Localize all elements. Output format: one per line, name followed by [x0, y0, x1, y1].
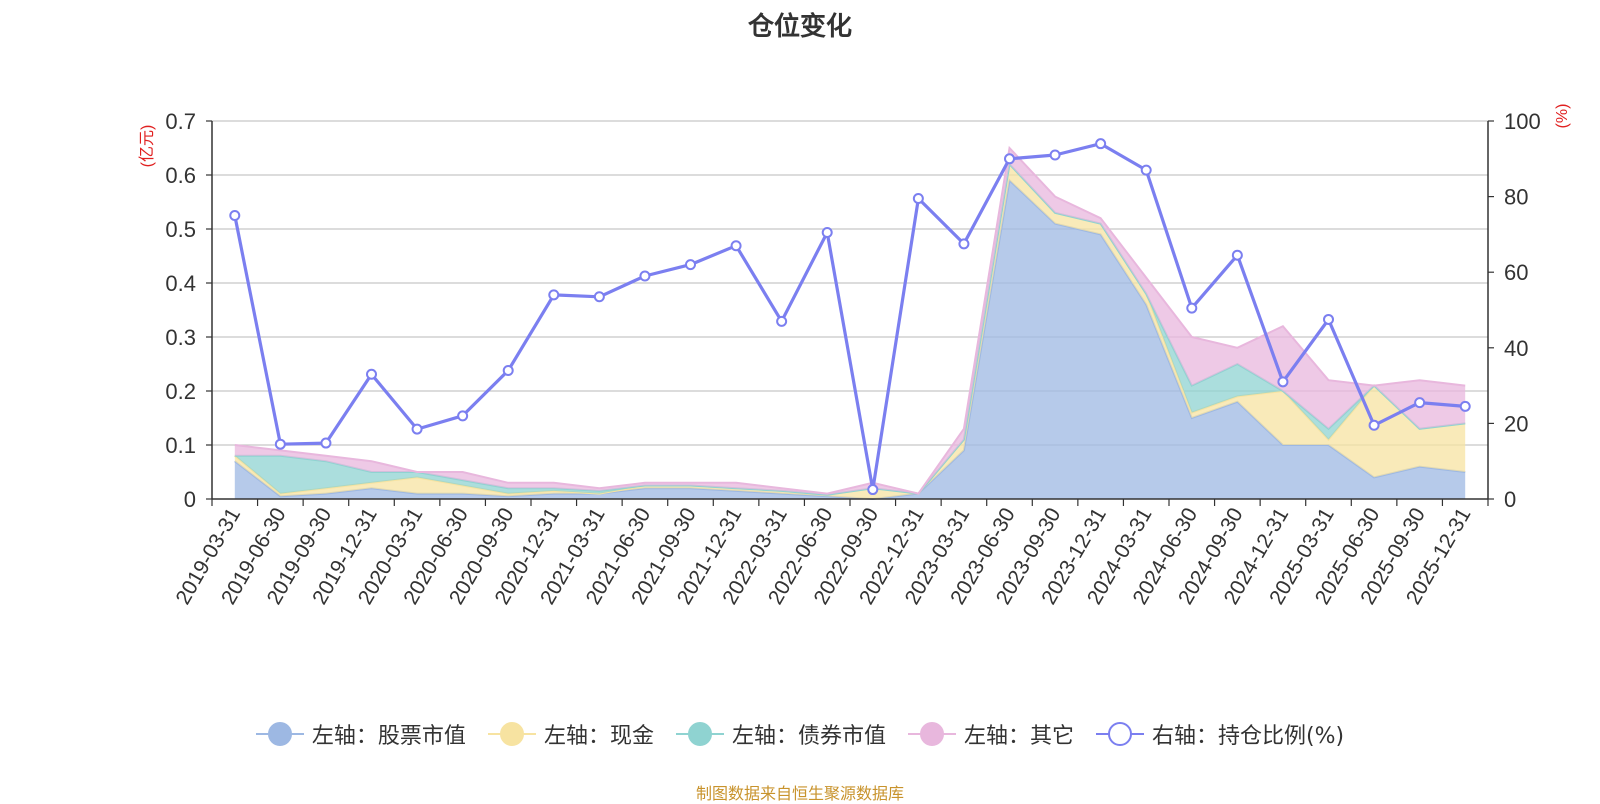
ratio-point	[912, 192, 924, 204]
ratio-point	[366, 368, 377, 380]
ratio-point	[1049, 149, 1061, 161]
ratio-point	[1459, 400, 1471, 412]
left-tick-label: 0.2	[165, 379, 196, 404]
left-tick-label: 0.3	[165, 325, 196, 350]
legend-circle	[1107, 722, 1132, 746]
area-edge-3	[234, 145, 1466, 495]
ratio-point	[639, 270, 651, 282]
ratio-point	[1231, 249, 1243, 261]
stacked-areas	[234, 145, 1466, 501]
left-tick-label: 0.6	[165, 163, 196, 188]
legend-label: 右轴：持仓比例(%)	[1151, 724, 1345, 749]
legend-label: 左轴：股票市值	[311, 724, 466, 749]
left-tick-label: 0	[184, 487, 196, 512]
ratio-point	[1186, 302, 1198, 314]
ratio-point	[1368, 419, 1380, 431]
legend-circle	[919, 722, 944, 746]
right-tick-label: 60	[1504, 260, 1528, 285]
left-tick-label: 0.5	[165, 217, 196, 242]
legend-marker-icon	[1095, 722, 1144, 746]
ratio-point	[730, 240, 742, 252]
ratio-point	[685, 259, 696, 271]
ratio-point	[320, 437, 332, 449]
left-tick-label: 0.1	[165, 433, 196, 458]
legend-label: 左轴：其它	[963, 724, 1074, 749]
legend-marker-icon	[255, 722, 304, 746]
left-tick-label: 0.7	[165, 109, 196, 134]
right-axis-unit: (%)	[1554, 104, 1571, 129]
ratio-line-path	[233, 142, 1466, 492]
ratio-point	[274, 438, 286, 450]
ratio-point	[1414, 397, 1426, 409]
legend-marker-icon	[675, 722, 724, 746]
legend-item-1[interactable]: 左轴：现金	[487, 718, 654, 750]
grid-lines	[212, 120, 1488, 446]
ratio-point	[1004, 153, 1015, 165]
right-tick-label: 0	[1504, 487, 1516, 512]
ratio-point	[958, 238, 970, 250]
legend-label: 左轴：债券市值	[731, 724, 886, 749]
left-tick-label: 0.4	[165, 271, 196, 296]
legend-circle	[267, 722, 292, 746]
legend-marker-icon	[907, 722, 956, 746]
legend: 左轴：股票市值 左轴：现金 左轴：债券市值 左轴：其它 右轴：持仓比例(%)	[0, 718, 1600, 750]
right-tick-label: 80	[1504, 185, 1528, 210]
area-series-0	[234, 180, 1466, 499]
legend-circle	[687, 722, 712, 746]
ratio-point	[457, 410, 469, 422]
legend-item-0[interactable]: 左轴：股票市值	[255, 718, 466, 750]
source-note: 制图数据来自恒生聚源数据库	[695, 784, 904, 803]
right-tick-label: 20	[1504, 411, 1528, 436]
legend-item-3[interactable]: 左轴：其它	[907, 718, 1074, 750]
right-tick-label: 100	[1504, 109, 1541, 134]
ratio-point	[1323, 313, 1334, 325]
ratio-point	[1095, 138, 1107, 150]
ratio-point	[821, 227, 833, 239]
position-chart: 00.10.20.30.40.50.60.70204060801002019-0…	[138, 104, 1571, 609]
ratio-point	[1277, 376, 1289, 388]
ratio-point	[593, 291, 605, 303]
ratio-point	[1140, 164, 1152, 176]
ratio-point	[229, 210, 241, 221]
ratio-point	[548, 289, 560, 301]
ratio-point	[502, 364, 514, 376]
axes: 00.10.20.30.40.50.60.70204060801002019-0…	[165, 109, 1540, 609]
legend-label: 左轴：现金	[543, 724, 654, 749]
legend-circle	[499, 722, 524, 746]
chart-title: 仓位变化	[747, 12, 852, 42]
ratio-point	[867, 484, 879, 496]
right-tick-label: 40	[1504, 336, 1528, 361]
legend-item-2[interactable]: 左轴：债券市值	[675, 718, 886, 750]
ratio-line	[229, 138, 1471, 496]
legend-item-4[interactable]: 右轴：持仓比例(%)	[1095, 718, 1345, 750]
ratio-point	[411, 423, 423, 435]
left-axis-unit: (亿元)	[138, 125, 156, 168]
legend-marker-icon	[487, 722, 536, 746]
ratio-point	[776, 315, 788, 327]
